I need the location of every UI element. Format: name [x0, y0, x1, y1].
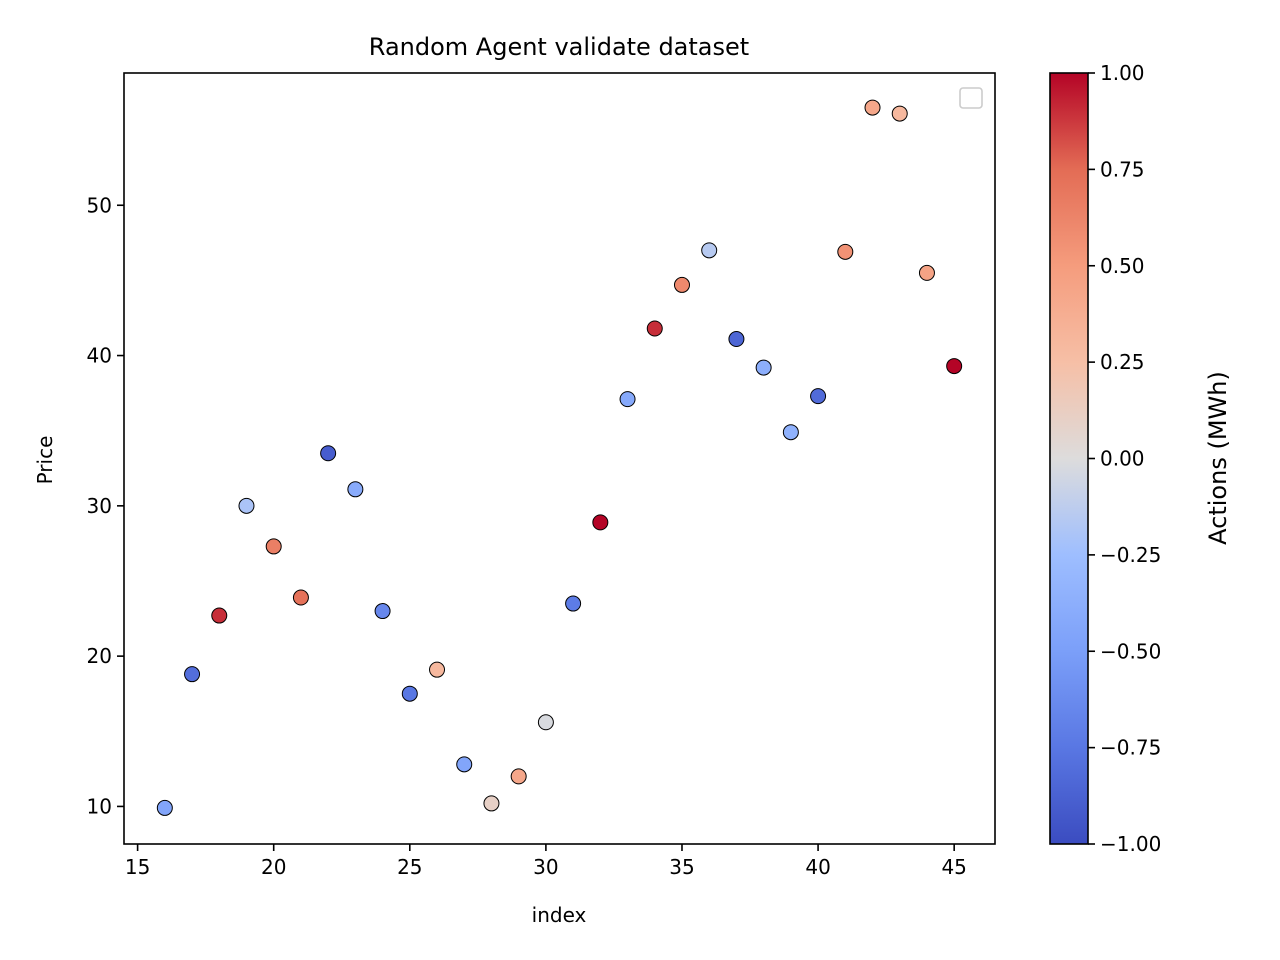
- data-point: [456, 756, 473, 773]
- data-point: [429, 661, 446, 678]
- data-point: [374, 603, 391, 620]
- colorbar-tick-label: 1.00: [1100, 61, 1145, 85]
- data-point: [755, 359, 772, 376]
- colorbar-tick-label: 0.00: [1100, 447, 1145, 471]
- y-tick-label: 30: [87, 494, 112, 518]
- colorbar-axis: −1.00 −0.75 −0.50 −0.25 0.00 0.25 0.50 0.75 1.00: [1088, 61, 1161, 856]
- x-axis-title: index: [532, 903, 587, 927]
- colorbar-tick-label: −0.75: [1100, 736, 1161, 760]
- x-tick-label: 15: [125, 855, 150, 879]
- chart-title: Random Agent validate dataset: [369, 33, 749, 61]
- data-point: [292, 589, 309, 606]
- data-point: [646, 320, 663, 337]
- x-tick-label: 25: [397, 855, 422, 879]
- x-tick-label: 30: [533, 855, 558, 879]
- data-point: [265, 538, 282, 555]
- colorbar-tick-label: −0.25: [1100, 543, 1161, 567]
- data-point: [837, 243, 854, 260]
- data-point: [320, 445, 337, 462]
- y-axis: 10 20 30 40 50: [87, 193, 124, 818]
- colorbar-tick-label: −1.00: [1100, 832, 1161, 856]
- x-axis: 15 20 25 30 35 40 45: [125, 844, 967, 879]
- colorbar-tick-label: 0.25: [1100, 350, 1145, 374]
- x-tick-label: 40: [805, 855, 830, 879]
- data-point: [810, 388, 827, 405]
- data-point: [565, 595, 582, 612]
- x-tick-label: 20: [261, 855, 286, 879]
- y-tick-label: 10: [87, 794, 112, 818]
- x-tick-label: 35: [669, 855, 694, 879]
- y-tick-label: 50: [87, 193, 112, 217]
- colorbar-tick-label: 0.50: [1100, 254, 1145, 278]
- data-point: [701, 242, 718, 259]
- data-point: [864, 99, 881, 116]
- data-point: [184, 666, 201, 683]
- data-point: [238, 497, 255, 514]
- data-point: [728, 331, 745, 348]
- data-point: [401, 685, 418, 702]
- plot-frame: [123, 72, 996, 845]
- y-tick-label: 20: [87, 644, 112, 668]
- y-axis-title: Price: [33, 436, 57, 485]
- data-point: [891, 105, 908, 122]
- x-tick-label: 45: [941, 855, 966, 879]
- data-point: [782, 424, 799, 441]
- colorbar: [1049, 72, 1089, 845]
- data-point: [619, 391, 636, 408]
- data-point: [918, 264, 935, 281]
- data-point: [673, 276, 690, 293]
- legend-box: [959, 87, 983, 109]
- data-point: [946, 358, 963, 375]
- data-point: [156, 799, 173, 816]
- data-point: [592, 514, 609, 531]
- colorbar-tick-label: −0.50: [1100, 639, 1161, 663]
- data-point: [537, 714, 554, 731]
- data-point: [347, 481, 364, 498]
- data-point: [510, 768, 527, 785]
- data-point: [483, 795, 500, 812]
- y-tick-label: 40: [87, 344, 112, 368]
- plot-area: [156, 99, 963, 816]
- data-point: [211, 607, 228, 624]
- colorbar-tick-label: 0.75: [1100, 157, 1145, 181]
- colorbar-title: Actions (MWh): [1204, 371, 1232, 545]
